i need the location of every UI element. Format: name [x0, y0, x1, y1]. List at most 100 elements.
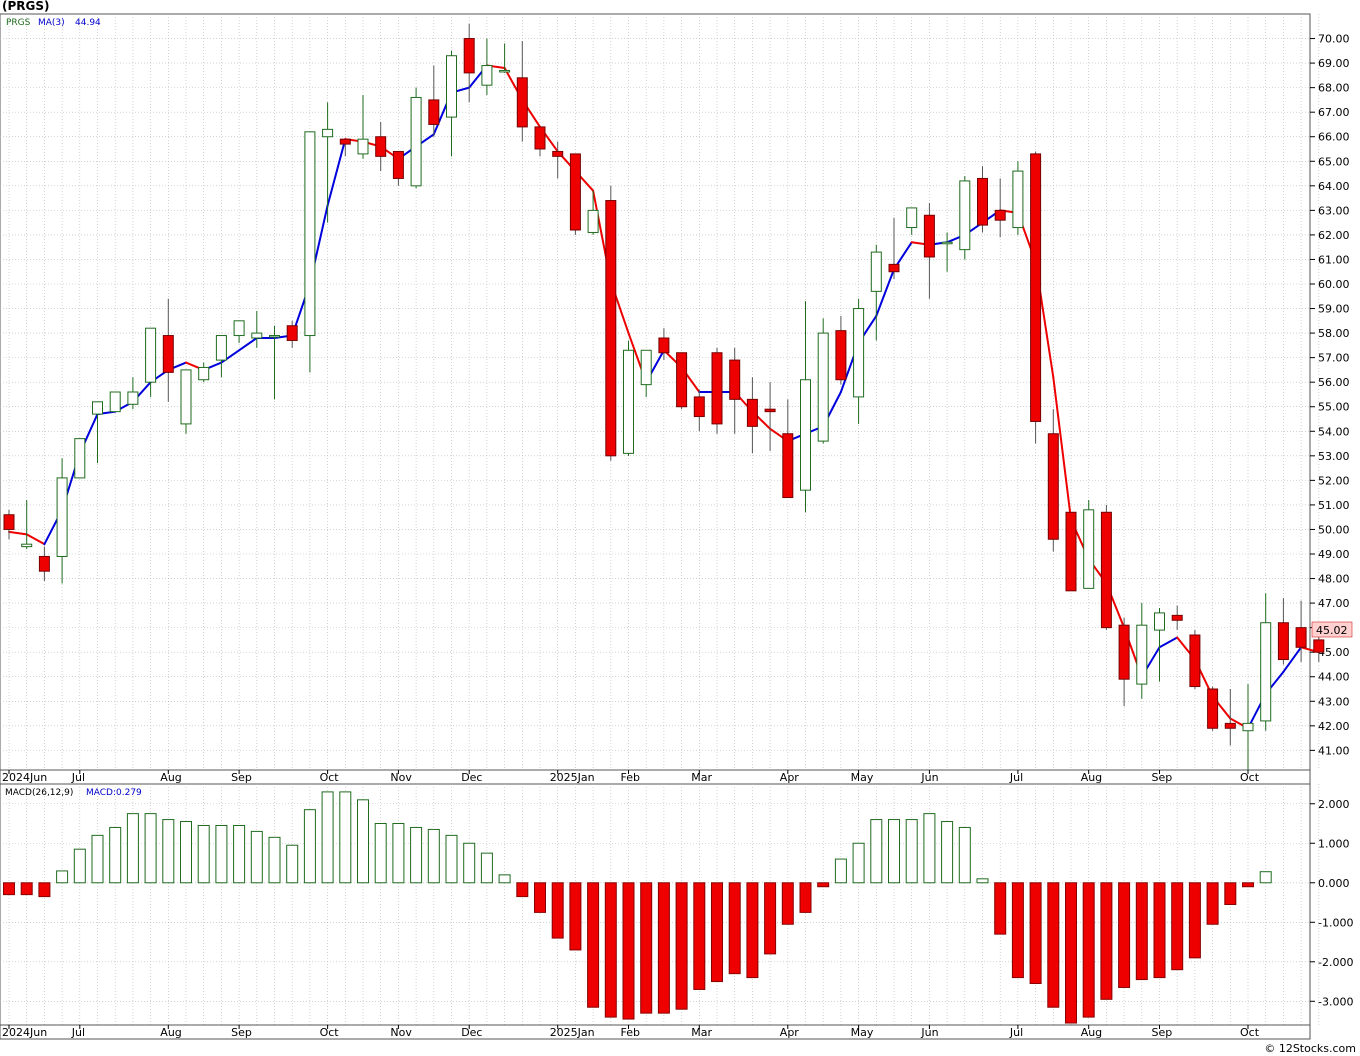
candle-body	[1118, 624, 1130, 680]
candle	[251, 311, 263, 348]
time-axis-label: Mar	[691, 1026, 712, 1039]
candle	[1100, 504, 1112, 631]
candle	[569, 153, 581, 235]
macd-bar	[852, 842, 865, 884]
time-axis-label: Sep	[1152, 771, 1173, 784]
candle	[817, 318, 829, 444]
candle	[1047, 409, 1059, 552]
time-axis-label: May	[851, 1026, 874, 1039]
macd-bar	[941, 821, 954, 884]
macd-bar	[958, 826, 971, 884]
price-y-tick-label: 61.00	[1318, 253, 1350, 266]
macd-bar	[144, 813, 157, 884]
candle	[693, 389, 705, 432]
candle-body	[1260, 622, 1272, 722]
candle-body	[605, 200, 617, 457]
time-axis-label: Dec	[461, 1026, 482, 1039]
macd-bar	[888, 819, 900, 884]
time-axis-label: Sep	[1152, 1026, 1173, 1039]
macd-bar	[1047, 882, 1060, 1008]
candle-body	[569, 153, 581, 231]
candle-body	[127, 391, 139, 405]
macd-bar	[923, 813, 936, 884]
macd-bar	[994, 882, 1007, 935]
ma-segment	[1282, 646, 1303, 673]
candle-body	[410, 96, 422, 187]
candle-body	[923, 214, 935, 258]
price-y-tick-label: 68.00	[1318, 82, 1350, 95]
candle-body	[428, 99, 440, 125]
candle	[198, 362, 210, 383]
price-y-tick-label: 51.00	[1318, 499, 1350, 512]
candle-body	[339, 138, 351, 145]
time-axis-label: Oct	[320, 1026, 340, 1039]
candle	[906, 207, 918, 235]
time-axis-label: Jul	[71, 771, 85, 784]
macd-bar	[1011, 882, 1024, 979]
candle	[977, 166, 988, 233]
macd-bar	[516, 882, 529, 898]
price-y-tick-label: 63.00	[1318, 204, 1350, 217]
legend-symbol: PRGS	[6, 18, 31, 28]
price-y-tick-label: 52.00	[1318, 474, 1350, 487]
candle-body	[977, 177, 988, 226]
price-y-tick-label: 64.00	[1318, 180, 1350, 193]
time-axis-label: Jul	[1009, 1026, 1023, 1039]
candle-body	[1047, 433, 1059, 540]
candle	[233, 320, 245, 343]
candle	[623, 340, 634, 456]
macd-y-tick-label: -3.000	[1318, 995, 1353, 1008]
price-y-tick-label: 69.00	[1318, 57, 1350, 70]
macd-bar	[1135, 882, 1148, 981]
price-y-tick-label: 66.00	[1318, 131, 1350, 144]
candle-body	[1171, 614, 1183, 621]
macd-bar	[551, 882, 564, 939]
price-y-axis: 41.0042.0043.0044.0045.0046.0047.0048.00…	[1310, 33, 1350, 757]
time-axis-label: Aug	[160, 771, 181, 784]
candle	[269, 325, 280, 400]
macd-bar	[534, 882, 546, 913]
candle	[322, 102, 334, 223]
price-y-tick-label: 57.00	[1318, 352, 1350, 365]
candle-body	[835, 330, 847, 381]
macd-bar	[162, 819, 175, 884]
candle-body	[888, 263, 900, 273]
candle-body	[251, 332, 263, 339]
ma-segment	[1158, 636, 1179, 649]
candle-body	[357, 138, 369, 155]
macd-bar	[410, 826, 423, 884]
macd-bar	[1206, 882, 1219, 925]
candle-body	[587, 209, 599, 233]
time-axis-label: Apr	[780, 771, 800, 784]
candle	[446, 50, 457, 157]
candle-body	[322, 128, 334, 138]
macd-bar	[250, 830, 263, 884]
macd-bar	[1029, 882, 1042, 985]
macd-bar	[728, 882, 741, 975]
macd-bar	[20, 882, 33, 896]
macd-bar	[1153, 882, 1166, 979]
price-y-tick-label: 47.00	[1318, 597, 1350, 610]
candle	[552, 141, 564, 179]
macd-bar	[870, 819, 883, 884]
ma-segment	[238, 337, 258, 352]
candle	[640, 349, 652, 397]
macd-y-tick-label: 2.000	[1318, 798, 1350, 811]
macd-bar	[303, 809, 316, 884]
candle-body	[215, 335, 227, 361]
macd-bar	[73, 848, 86, 884]
candle	[428, 65, 440, 137]
macd-bar	[498, 874, 511, 884]
time-axis-label: Oct	[1240, 1026, 1260, 1039]
macd-legend-name: MACD(26,12,9)	[5, 788, 73, 798]
legend-ma-label: MA(3)	[38, 18, 65, 28]
candles	[3, 23, 1325, 770]
price-y-tick-label: 56.00	[1318, 376, 1350, 389]
candle	[1012, 161, 1024, 235]
candle	[499, 43, 511, 73]
candle	[92, 401, 103, 464]
macd-bar	[109, 826, 122, 884]
time-axis-label: Nov	[390, 1026, 412, 1039]
time-axis-label: Apr	[780, 1026, 800, 1039]
candle-body	[623, 349, 634, 454]
